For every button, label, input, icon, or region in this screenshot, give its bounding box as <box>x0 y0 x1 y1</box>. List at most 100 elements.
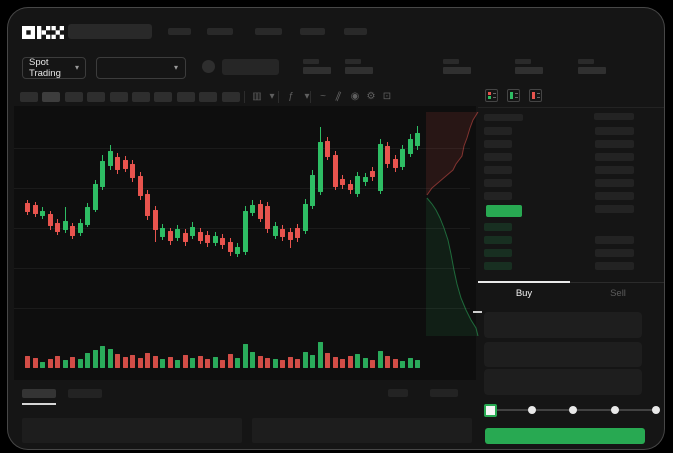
volume-bar <box>85 353 90 368</box>
book-bids-icon[interactable] <box>507 89 520 102</box>
interval-button[interactable] <box>199 92 218 102</box>
interval-button[interactable] <box>132 92 150 102</box>
last-price-marker <box>473 311 482 313</box>
volume-bar <box>212 357 218 368</box>
interval-button[interactable] <box>154 92 173 102</box>
book-asks-icon[interactable] <box>529 89 542 102</box>
nav-item-placeholder[interactable] <box>300 28 325 35</box>
buy-submit-button[interactable] <box>485 428 645 444</box>
volume-bar <box>107 349 113 368</box>
volume-bar <box>145 353 150 368</box>
interval-button[interactable] <box>87 92 106 102</box>
bid-price-row <box>484 262 512 270</box>
volume-bar <box>100 346 105 368</box>
interval-button[interactable] <box>42 92 61 102</box>
compare-icon[interactable]: ∥ <box>333 90 343 103</box>
candle <box>332 155 338 187</box>
orders-table-placeholder <box>22 418 242 443</box>
candle <box>85 207 90 225</box>
tab-buy[interactable]: Buy <box>515 288 533 299</box>
order-input-placeholder[interactable] <box>484 369 642 395</box>
candle <box>175 229 180 238</box>
divider <box>278 91 279 103</box>
candle <box>182 233 188 242</box>
interval-button[interactable] <box>109 92 128 102</box>
pair-selector[interactable]: ▾ <box>96 57 186 79</box>
volume-bar <box>370 360 375 368</box>
chevron-down-icon[interactable]: ▾ <box>304 91 310 102</box>
interval-button[interactable] <box>221 92 240 102</box>
candle <box>377 144 383 191</box>
tab-sell[interactable]: Sell <box>610 288 626 299</box>
camera-icon[interactable]: ◉ <box>350 91 360 102</box>
volume-bar <box>250 352 255 368</box>
stat-value-placeholder <box>443 67 471 74</box>
volume-bar <box>137 358 143 368</box>
volume-bar <box>152 356 158 368</box>
volume-bar <box>340 359 345 368</box>
candle <box>227 242 233 252</box>
chevron-down-icon: ▾ <box>74 63 79 72</box>
candle <box>310 175 315 206</box>
candle <box>122 160 128 169</box>
volume-bar <box>92 350 98 368</box>
book-combined-icon[interactable] <box>485 89 498 102</box>
market-type-selector[interactable]: Spot Trading ▾ <box>22 57 86 79</box>
slider-stop[interactable] <box>527 406 536 414</box>
volume-bar <box>205 359 210 368</box>
gridline <box>14 188 470 189</box>
orders-table-placeholder <box>252 418 472 443</box>
candle <box>370 171 375 177</box>
nav-item-placeholder[interactable] <box>255 28 282 35</box>
candle <box>62 221 68 230</box>
volume-bar <box>280 360 285 368</box>
stat-value-placeholder <box>515 67 543 74</box>
volume-bar <box>377 351 383 368</box>
stat-value-placeholder <box>345 67 373 74</box>
candle <box>302 204 308 231</box>
slider-stop[interactable] <box>610 406 619 414</box>
volume-bar <box>130 355 135 368</box>
depth-chart <box>426 112 479 336</box>
slider-stop[interactable] <box>652 406 660 414</box>
bottom-tab-orders[interactable] <box>22 389 56 398</box>
okx-logo[interactable] <box>22 26 64 39</box>
chevron-down-icon[interactable]: ▾ <box>269 91 275 102</box>
search-placeholder[interactable] <box>68 24 152 39</box>
fullscreen-icon[interactable]: ⊡ <box>382 91 392 102</box>
interval-button[interactable] <box>64 92 83 102</box>
ask-price-row <box>484 166 512 174</box>
bottom-tab-history[interactable] <box>68 389 102 398</box>
candle <box>107 151 113 166</box>
nav-item-placeholder[interactable] <box>207 28 233 35</box>
stat-value-placeholder <box>303 67 331 74</box>
candle <box>100 161 105 187</box>
interval-button[interactable] <box>176 92 195 102</box>
candle <box>340 179 345 185</box>
order-input-placeholder[interactable] <box>484 342 642 367</box>
volume-bar <box>355 354 360 368</box>
ask-amount-row <box>595 192 634 200</box>
slider-handle[interactable] <box>483 404 497 417</box>
bottom-action-button[interactable] <box>388 389 408 397</box>
volume-bar <box>220 360 225 368</box>
stat-label-placeholder <box>578 59 594 64</box>
candle <box>407 139 413 154</box>
settings-icon[interactable]: ⚙ <box>366 91 376 102</box>
line-tool-icon[interactable]: ~ <box>320 91 326 102</box>
volume-bar <box>235 358 240 368</box>
slider-stop[interactable] <box>569 406 577 414</box>
interval-button[interactable] <box>20 92 38 102</box>
bottom-action-button[interactable] <box>430 389 458 397</box>
nav-item-placeholder[interactable] <box>168 28 191 35</box>
stat-placeholder <box>345 59 375 75</box>
ask-amount-row <box>595 153 634 161</box>
volume-bar <box>40 362 45 368</box>
candle-style-icon[interactable]: ▥ <box>252 91 262 102</box>
order-input-placeholder[interactable] <box>484 312 642 338</box>
candle <box>250 205 255 213</box>
nav-item-placeholder[interactable] <box>344 28 367 35</box>
candle-wick <box>64 207 66 233</box>
indicators-icon[interactable]: ƒ <box>288 91 294 102</box>
bottom-active-tab-indicator <box>22 403 56 405</box>
